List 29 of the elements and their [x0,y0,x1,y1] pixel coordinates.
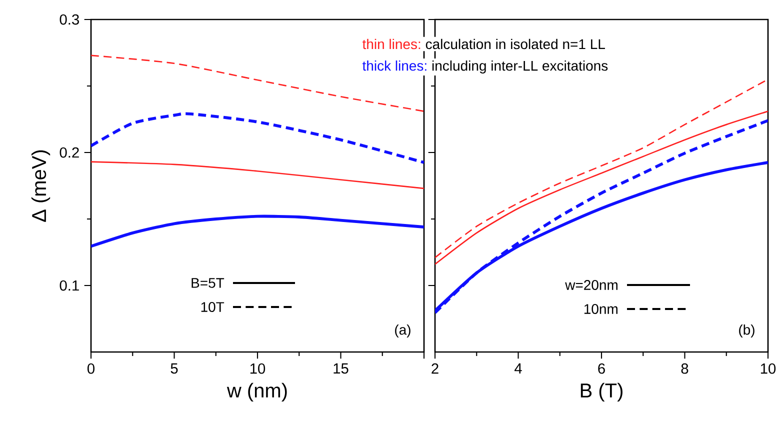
annotation: thick lines: [362,60,426,71]
y-tick-label: 0.2 [60,147,79,158]
x-tick-label: 4 [514,363,522,374]
line-series [91,214,424,248]
annotation: including inter-LL excitations [432,60,608,74]
x-tick-label: 10 [760,363,776,374]
x-axis-title: w (nm) [226,382,287,402]
annotation: B=5T [192,278,224,288]
x-tick-label: 6 [598,363,605,374]
y-axis-title: Δ (meV) [31,150,50,222]
line-series [91,112,424,164]
x-tick-label: 0 [87,363,94,374]
y-tick-label: 0.3 [60,14,79,25]
x-tick-label: 2 [432,363,438,374]
annotation: (a) [395,324,410,338]
x-tick-label: 10 [250,363,266,374]
line-series [91,54,424,112]
line-series [91,161,424,190]
x-tick-label: 15 [334,363,348,374]
annotation: (b) [739,324,754,338]
annotation: 10T [201,302,224,312]
annotation: thin lines: [362,38,420,50]
y-tick-label: 0.1 [60,280,79,291]
x-tick-label: 8 [681,363,688,374]
x-tick-label: 5 [170,363,178,374]
annotation: 10nm [584,304,618,314]
x-axis-title: B (T) [580,382,622,402]
annotation: w=20nm [565,280,618,290]
annotation: calculation in isolated n=1 LL [426,38,605,50]
